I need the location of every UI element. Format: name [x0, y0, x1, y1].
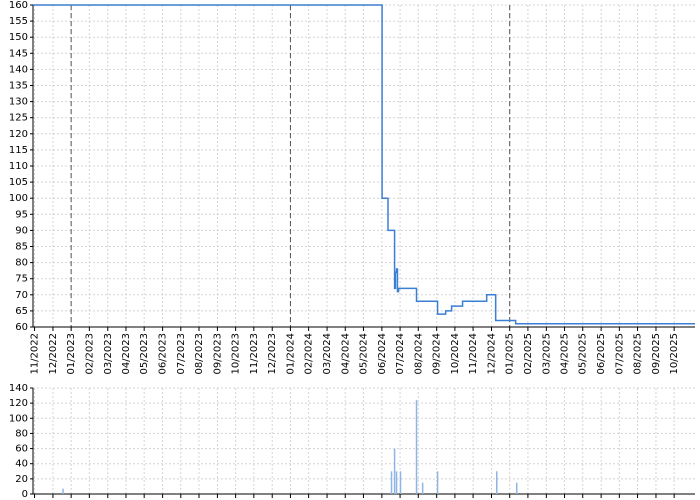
y-tick-label: 90 [15, 225, 28, 236]
x-tick-label: 12/2022 [48, 333, 59, 375]
y-tick-label: 125 [9, 113, 28, 124]
bar [421, 482, 424, 494]
x-tick-label: 04/2024 [340, 333, 351, 375]
x-tick-label: 11/2024 [468, 333, 479, 375]
y-tick-label: 140 [9, 383, 28, 394]
x-tick-label: 03/2025 [541, 333, 552, 375]
y-tick-label: 80 [15, 428, 28, 439]
bar [515, 482, 518, 494]
x-tick-label: 09/2023 [212, 333, 223, 375]
y-tick-label: 160 [9, 0, 28, 11]
x-tick-label: 02/2025 [523, 333, 534, 375]
x-tick-label: 08/2024 [413, 333, 424, 375]
x-tick-label: 04/2023 [121, 333, 132, 375]
x-tick-label: 12/2023 [267, 333, 278, 375]
y-tick-label: 20 [15, 474, 28, 485]
x-tick-label: 05/2024 [358, 333, 369, 375]
y-tick-label: 135 [9, 81, 28, 92]
y-tick-label: 155 [9, 16, 28, 27]
bar [436, 471, 439, 494]
x-tick-label: 01/2023 [66, 333, 77, 375]
x-tick-label: 09/2025 [651, 333, 662, 375]
price-line [33, 4, 695, 325]
x-tick-label: 01/2024 [285, 333, 296, 375]
x-tick-label: 04/2025 [560, 333, 571, 375]
x-tick-label: 06/2023 [158, 333, 169, 375]
x-tick-label: 02/2024 [304, 333, 315, 375]
x-tick-label: 10/2025 [669, 333, 680, 375]
x-tick-label: 07/2023 [176, 333, 187, 375]
x-tick-label: 09/2024 [432, 333, 443, 375]
x-tick-label: 08/2023 [194, 333, 205, 375]
y-tick-label: 140 [9, 64, 28, 75]
y-tick-label: 60 [15, 444, 28, 455]
bar [62, 488, 64, 494]
y-tick-label: 100 [9, 193, 28, 204]
x-tick-label: 03/2024 [322, 333, 333, 375]
y-tick-label: 105 [9, 177, 28, 188]
y-tick-label: 95 [15, 209, 28, 220]
x-tick-label: 10/2023 [231, 333, 242, 375]
x-tick-label: 03/2023 [103, 333, 114, 375]
y-tick-label: 75 [15, 274, 28, 285]
bar [390, 471, 393, 494]
y-tick-label: 0 [22, 489, 28, 500]
x-tick-label: 02/2023 [84, 333, 95, 375]
x-tick-label: 01/2025 [505, 333, 516, 375]
bar [399, 471, 402, 494]
x-tick-label: 06/2024 [377, 333, 388, 375]
y-tick-label: 40 [15, 459, 28, 470]
y-tick-label: 120 [9, 129, 28, 140]
bar [496, 471, 498, 494]
y-tick-label: 80 [15, 258, 28, 269]
y-tick-label: 115 [9, 145, 28, 156]
x-tick-label: 07/2024 [395, 333, 406, 375]
x-tick-label: 05/2023 [139, 333, 150, 375]
y-tick-label: 85 [15, 242, 28, 253]
y-tick-label: 100 [9, 413, 28, 424]
y-tick-label: 150 [9, 32, 28, 43]
bar [415, 400, 418, 494]
y-tick-label: 65 [15, 306, 28, 317]
x-tick-label: 06/2025 [596, 333, 607, 375]
x-tick-label: 08/2025 [633, 333, 644, 375]
y-tick-label: 130 [9, 97, 28, 108]
x-tick-label: 12/2024 [487, 333, 498, 375]
y-tick-label: 145 [9, 48, 28, 59]
y-tick-label: 60 [15, 322, 28, 333]
x-tick-label: 07/2025 [614, 333, 625, 375]
y-tick-label: 110 [9, 161, 28, 172]
x-tick-label: 10/2024 [450, 333, 461, 375]
y-tick-label: 120 [9, 398, 28, 409]
bar [395, 471, 398, 494]
x-tick-label: 05/2025 [578, 333, 589, 375]
x-tick-label: 11/2022 [30, 333, 41, 375]
y-tick-label: 70 [15, 290, 28, 301]
x-tick-label: 11/2023 [249, 333, 260, 375]
bar [393, 448, 396, 494]
